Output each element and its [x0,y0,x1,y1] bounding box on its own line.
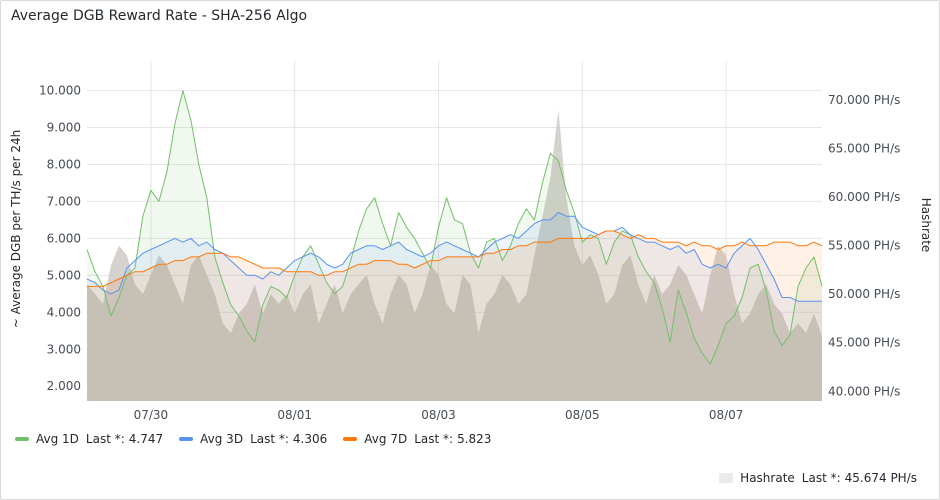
x-tick-label: 07/30 [134,408,169,422]
legend-label-avg-3d: Avg 3D [200,432,244,446]
x-axis: 07/30 08/01 08/03 08/05 08/07 [134,408,744,422]
legend-last-prefix: Last *: [85,432,125,446]
y2-tick-label: 45.000 PH/s [828,336,900,350]
y-axis-left: 2.000 3.000 4.000 5.000 6.000 7.000 8.000 9.000… [39,84,81,394]
y2-tick-label: 40.000 PH/s [828,384,900,398]
y2-tick-label: 60.000 PH/s [828,190,900,204]
y2-axis-title: Hashrate [919,198,933,253]
legend-last-prefix: Last *: [801,471,841,485]
series-area-avg-7d [87,231,822,401]
y-tick-label: 5.000 [47,268,81,282]
legend-swatch-hashrate [719,473,734,483]
legend-last-prefix: Last *: [250,432,289,446]
y-axis-title: ~ Average DGB per TH/s per 24h [9,130,23,328]
legend-swatch-avg-3d [179,437,194,441]
y-tick-label: 4.000 [47,305,81,319]
legend-last-hashrate: 45.674 PH/s [844,471,917,485]
y-tick-label: 10.000 [39,84,81,98]
y2-tick-label: 50.000 PH/s [828,287,900,301]
y-tick-label: 3.000 [47,342,81,356]
legend-item-avg-1d[interactable]: Avg 1D Last *: 4.747 [15,432,163,446]
y-tick-label: 8.000 [47,157,81,171]
series-area-hashrate [87,109,822,401]
legend-last-avg-7d: 5.823 [457,432,492,446]
legend: Avg 1D Last *: 4.747 Avg 3D Last *: 4.30… [15,432,491,446]
legend-item-hashrate[interactable]: Hashrate Last *: 45.674 PH/s [719,471,917,485]
legend-label-avg-1d: Avg 1D [36,432,79,446]
y2-tick-label: 70.000 PH/s [828,93,900,107]
legend-last-prefix: Last *: [414,432,454,446]
y2-tick-label: 65.000 PH/s [828,141,900,155]
series-area-avg-3d [87,212,822,401]
legend-label-hashrate: Hashrate [740,471,795,485]
y2-tick-label: 55.000 PH/s [828,239,900,253]
legend-label-avg-7d: Avg 7D [364,432,408,446]
panel-title[interactable]: Average DGB Reward Rate - SHA-256 Algo [11,8,308,24]
x-tick-label: 08/07 [709,408,744,422]
legend-swatch-avg-7d [343,437,358,441]
legend-item-avg-3d[interactable]: Avg 3D Last *: 4.306 [179,432,327,446]
y-tick-label: 6.000 [47,231,81,245]
x-tick-label: 08/03 [421,408,456,422]
x-tick-label: 08/05 [565,408,600,422]
y-tick-label: 9.000 [47,121,81,135]
y-axis-right: 40.000 PH/s 45.000 PH/s 50.000 PH/s 55.000 … [828,93,900,398]
y-tick-label: 7.000 [47,194,81,208]
legend-right: Hashrate Last *: 45.674 PH/s [719,471,917,485]
series-lines [86,90,823,365]
x-tick-label: 08/01 [277,408,312,422]
legend-swatch-avg-1d [15,437,29,441]
legend-last-avg-1d: 4.747 [128,432,164,446]
y-tick-label: 2.000 [47,379,81,393]
legend-last-avg-3d: 4.306 [292,432,328,446]
legend-item-avg-7d[interactable]: Avg 7D Last *: 5.823 [343,432,491,446]
